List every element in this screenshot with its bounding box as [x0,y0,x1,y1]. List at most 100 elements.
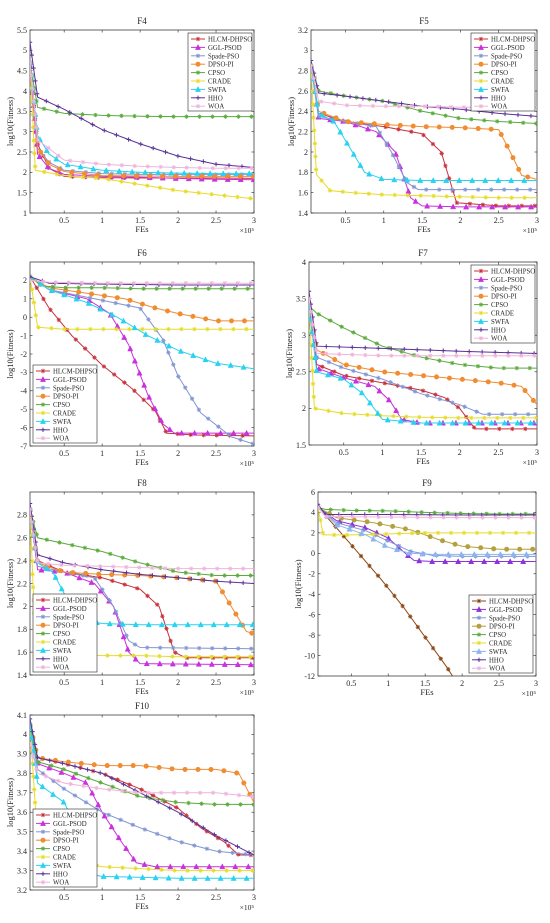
data-point [230,874,237,881]
data-point [483,195,488,200]
data-point [49,326,54,331]
legend-entry: Spade-PSO [491,53,522,60]
data-point [194,170,201,176]
data-point [160,614,165,619]
data-point [396,104,402,109]
data-point [456,415,461,421]
data-point [178,811,184,817]
data-point [171,114,176,119]
data-point [167,805,172,811]
data-point [440,538,446,544]
data-point [423,124,429,130]
y-tick-label: -2 [20,350,27,359]
data-point [228,318,234,324]
data-point [131,324,138,331]
data-point [30,519,35,525]
data-point [311,115,316,120]
y-tick-label: -6 [20,423,27,432]
x-axis-label: FEs [420,687,433,697]
data-point [36,153,43,160]
data-point [93,161,99,166]
data-point [236,621,243,628]
data-point [171,621,178,628]
x-tick-label: 3 [535,448,539,457]
data-point [409,129,414,134]
data-point [385,538,390,543]
legend-entry: HLCM-DHPSO [208,37,252,44]
x-tick-label: 2.5 [211,893,221,902]
data-point [141,381,148,388]
data-point [402,526,408,532]
data-point [225,802,230,807]
legend-entry: SWFA [208,87,226,94]
data-point [510,511,515,517]
data-point [192,326,197,332]
data-point [183,654,188,659]
y-tick-label: 2.4 [298,107,308,116]
data-point [179,326,184,332]
data-point [486,412,492,417]
data-point [337,352,342,357]
y-axis-label: log10(Fitness) [284,329,294,378]
data-point [467,201,473,207]
data-point [80,573,86,578]
data-point [50,284,55,290]
data-point [497,426,502,432]
data-point [149,565,155,571]
legend-entry: CRADE [208,79,231,86]
data-point [40,622,46,628]
data-point [155,169,162,176]
data-point [114,295,120,301]
data-point [515,112,521,118]
data-point [324,371,332,378]
data-point [443,177,450,183]
data-point [73,337,79,342]
data-point [101,812,108,819]
legend-entry: HHO [208,95,223,102]
data-point [365,412,370,418]
series-line-swfa [30,276,254,370]
data-point [30,73,34,78]
data-point [158,114,163,119]
legend-entry: HHO [491,95,506,102]
data-point [79,116,84,121]
data-point [530,397,536,403]
data-point [350,544,355,549]
data-point [183,189,189,194]
data-point [32,787,37,792]
data-point [250,173,254,179]
x-tick-label: 1.5 [135,449,145,458]
data-point [383,124,388,130]
data-point [34,98,39,104]
data-point [479,349,485,355]
data-point [90,165,97,172]
data-point [160,797,165,803]
data-point [83,570,89,576]
data-point [219,286,224,291]
data-point [424,202,431,209]
data-point [443,163,448,169]
y-tick-label: 4.1 [17,711,27,720]
data-point [311,102,316,107]
data-point [37,280,44,287]
data-point [332,357,338,363]
data-point [458,511,463,516]
data-point [446,176,452,181]
data-point [236,114,241,119]
data-point [248,196,253,201]
data-point [454,515,459,520]
data-point [506,515,511,520]
chart-title: F4 [137,16,147,26]
data-point [131,280,137,286]
legend-entry: WOA [491,336,507,343]
legend-entry: HLCM-DHPSO [491,269,535,276]
data-point [39,647,47,653]
data-point [230,429,237,436]
data-point [126,137,131,142]
data-point [507,119,513,125]
data-point [251,802,254,807]
data-point [54,172,60,177]
y-tick-label: 3 [304,46,308,55]
data-point [502,111,508,117]
data-point [202,356,209,363]
